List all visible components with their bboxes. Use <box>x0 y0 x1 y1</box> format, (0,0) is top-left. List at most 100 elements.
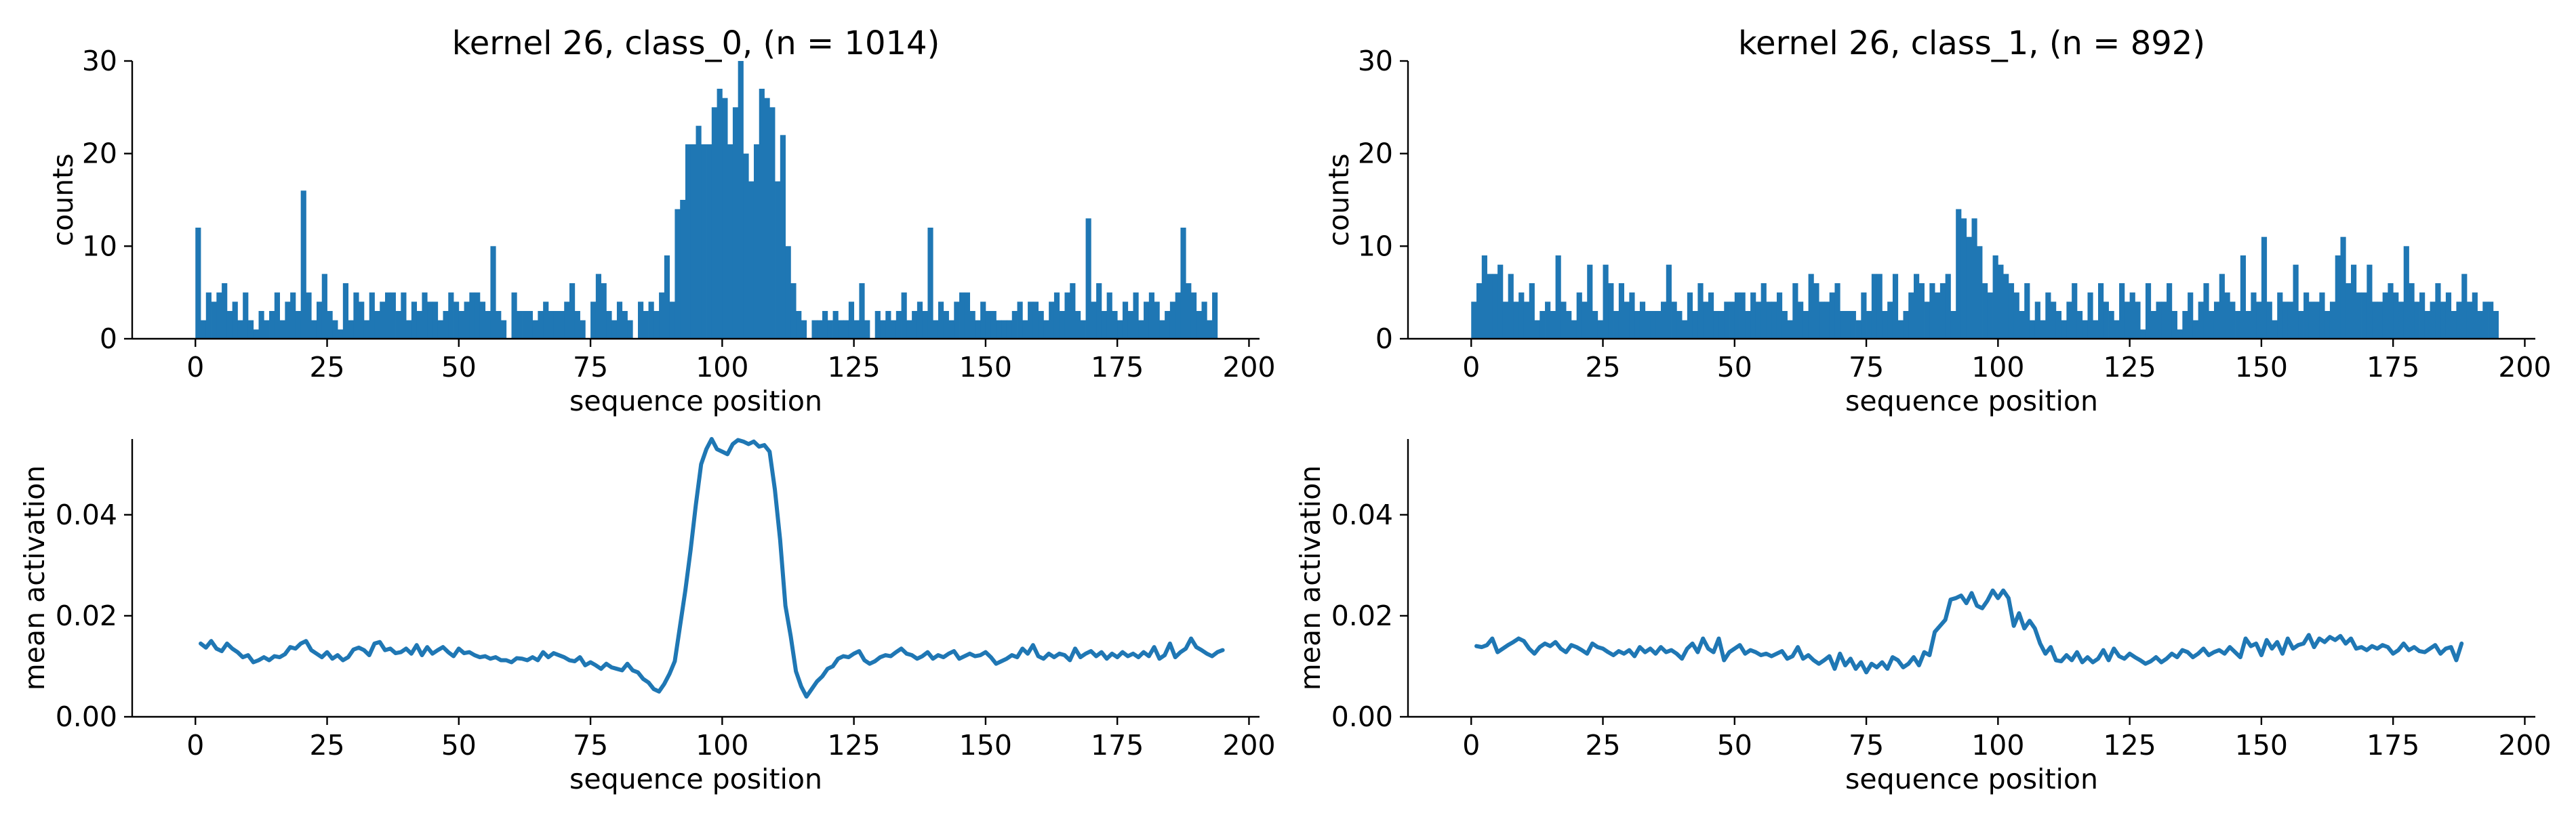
histogram-bar <box>2325 311 2331 339</box>
y-tick-label: 0.04 <box>1331 499 1393 531</box>
histogram-bar <box>1692 311 1698 339</box>
histogram-bar <box>1592 311 1598 339</box>
histogram-bar <box>1175 292 1181 339</box>
histogram-bar <box>1766 301 1772 339</box>
histogram-bar <box>1497 264 1504 339</box>
histogram-bar <box>2167 283 2173 339</box>
histogram-bar <box>2351 264 2357 339</box>
histogram-bar <box>2398 301 2404 339</box>
histogram-bar <box>1571 320 1577 339</box>
histogram-bar <box>2335 255 2341 339</box>
histogram-bar <box>527 311 533 339</box>
x-tick-label: 100 <box>696 351 748 383</box>
histogram-bar <box>2409 283 2415 339</box>
histogram-bar <box>922 311 928 339</box>
histogram-bar <box>2388 283 2394 339</box>
histogram-bar <box>664 255 670 339</box>
histogram-bar <box>1032 301 1039 339</box>
histogram-bar <box>2150 311 2156 339</box>
histogram-bar <box>753 144 760 339</box>
histogram-bar <box>2403 246 2409 339</box>
histogram-bar <box>2013 292 2019 339</box>
histogram-bar <box>2230 301 2236 339</box>
histogram-bar <box>342 283 349 339</box>
panel-class0-histogram: 0 25 50 75 100 125 150 175 200 0 10 20 30 sequence po… <box>47 24 1276 417</box>
y-tick-label: 0.02 <box>1331 600 1393 632</box>
histogram-bar <box>348 320 354 339</box>
histogram-bar <box>1492 274 1498 339</box>
histogram-bar <box>511 292 517 339</box>
x-tick-label: 150 <box>2235 729 2288 762</box>
histogram-bar <box>2440 301 2447 339</box>
histogram-bar <box>1750 292 1756 339</box>
histogram-bar <box>985 311 992 339</box>
histogram-bar <box>416 311 422 339</box>
histogram-bar <box>1196 311 1202 339</box>
histogram-bar <box>801 320 807 339</box>
x-tick-label: 0 <box>1462 351 1480 383</box>
histogram-bar <box>464 301 470 339</box>
histogram-bar <box>1212 292 1218 339</box>
histogram-bar <box>891 320 897 339</box>
histogram-bar <box>1755 301 1762 339</box>
histogram-bar <box>653 311 660 339</box>
histogram-bar <box>880 320 886 339</box>
histogram-bar <box>874 311 881 339</box>
histogram-bar <box>290 292 296 339</box>
x-tick-label: 150 <box>959 351 1012 383</box>
histogram-bar <box>2298 311 2304 339</box>
histogram-bar <box>1582 301 1588 339</box>
x-tick-label: 175 <box>1091 351 1144 383</box>
x-tick-label: 75 <box>573 729 608 762</box>
histogram-bar <box>2098 283 2104 339</box>
histogram-bar <box>1545 301 1551 339</box>
histogram-bar <box>1724 301 1730 339</box>
histogram-bar <box>2293 264 2299 339</box>
x-tick-label: 200 <box>1222 351 1275 383</box>
histogram-bar <box>1892 274 1899 339</box>
histogram-bar <box>738 61 744 339</box>
histogram-bar <box>690 144 696 339</box>
x-tick-label: 75 <box>1849 729 1884 762</box>
histogram-bar <box>2414 301 2420 339</box>
histogram-bar <box>1587 264 1593 339</box>
x-tick-label: 50 <box>441 729 477 762</box>
histogram-bar <box>458 311 464 339</box>
histogram-bar <box>253 329 259 339</box>
histogram-bar <box>827 320 833 339</box>
histogram-bar <box>1950 311 1956 339</box>
histogram-bar <box>2261 236 2268 339</box>
x-tick-label: 50 <box>441 351 477 383</box>
histogram-bar <box>611 320 618 339</box>
histogram-bar <box>675 209 681 339</box>
histogram-bar <box>1576 292 1582 339</box>
histogram-bar <box>885 311 891 339</box>
y-tick-label: 0.02 <box>56 600 117 632</box>
histogram-bar <box>2019 311 2025 339</box>
histogram-bar <box>1190 292 1197 339</box>
histogram-bar <box>759 89 765 339</box>
y-tick-label: 30 <box>1358 45 1393 77</box>
histogram-bar <box>2188 292 2194 339</box>
histogram-bar <box>1608 283 1614 339</box>
y-tick-label: 0 <box>100 322 117 355</box>
x-tick-label: 200 <box>2498 351 2551 383</box>
histogram-bar <box>2372 301 2378 339</box>
histogram-bar <box>1645 311 1651 339</box>
histogram-bar <box>2456 301 2462 339</box>
histogram-bar <box>2445 292 2452 339</box>
histogram-bar <box>711 107 717 339</box>
histogram-bar <box>2045 292 2051 339</box>
histogram-bar <box>580 320 586 339</box>
y-tick-label: 0.00 <box>56 701 117 733</box>
histogram-bar <box>2346 283 2352 339</box>
histogram-bar <box>548 311 555 339</box>
histogram-bar <box>2161 301 2167 339</box>
x-axis-label: sequence position <box>1845 763 2098 795</box>
histogram-bar <box>485 311 491 339</box>
histogram-bar <box>616 301 623 339</box>
histogram-bar <box>2377 301 2383 339</box>
histogram-bar <box>853 320 860 339</box>
histogram-bar <box>201 320 207 339</box>
x-tick-label: 50 <box>1717 729 1752 762</box>
